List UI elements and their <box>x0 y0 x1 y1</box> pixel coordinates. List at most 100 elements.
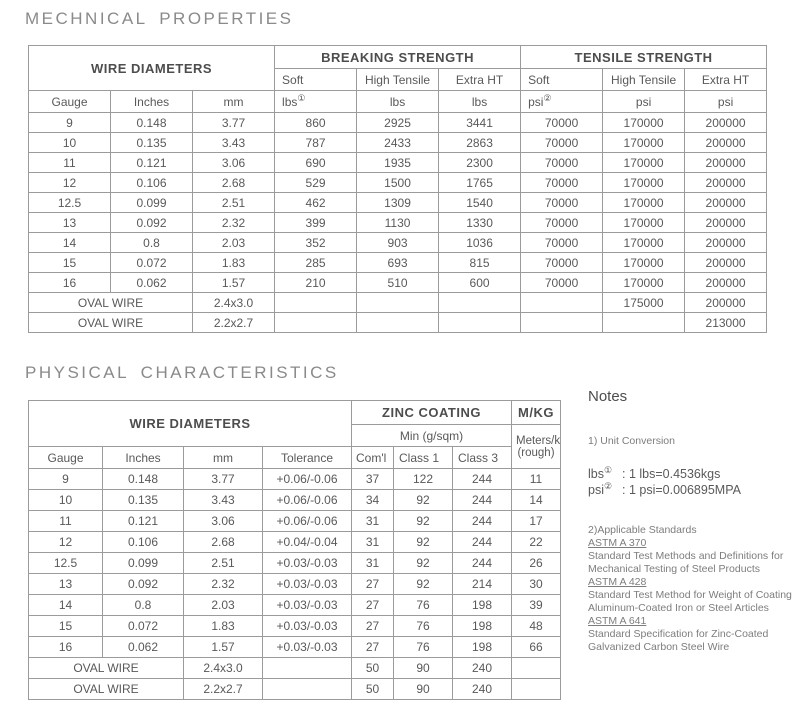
table-cell: 48 <box>511 615 561 637</box>
table-cell: 1.83 <box>191 252 276 273</box>
table-cell: +0.03/-0.03 <box>262 552 352 574</box>
table-cell: 12 <box>28 531 103 553</box>
table-cell: 0.121 <box>102 510 184 532</box>
min-gsqm-header: Min (g/sqm) <box>351 424 512 447</box>
table-cell: 1330 <box>438 212 522 233</box>
table-cell: 1765 <box>438 172 522 193</box>
table-cell: 0.148 <box>110 112 193 133</box>
table-cell: 0.121 <box>110 152 193 173</box>
standard-description: Standard Test Methods and Definitions fo… <box>588 550 784 575</box>
table-cell <box>356 292 440 313</box>
table-cell: 12 <box>28 172 111 193</box>
astm-standard-link[interactable]: ASTM A 641 <box>588 615 647 627</box>
table-cell: 170000 <box>602 232 686 253</box>
gauge-header: Gauge <box>28 446 103 469</box>
lbs-conversion-text: : 1 lbs=0.4536kgs <box>622 467 721 481</box>
table-cell: 1935 <box>356 152 440 173</box>
group-header-row: WIRE DIAMETERS BREAKING STRENGTH TENSILE… <box>27 45 768 91</box>
zinc-coating-header: ZINC COATING <box>351 400 512 425</box>
tensile-high-tensile-header: High Tensile <box>602 68 686 91</box>
table-cell <box>520 312 604 333</box>
psi-conversion: psi② : 1 psi=0.006895MPA <box>588 480 796 498</box>
table-cell: 0.092 <box>102 573 184 595</box>
astm-standard-link[interactable]: ASTM A 428 <box>588 576 647 588</box>
table-cell <box>274 292 358 313</box>
table-cell: 9 <box>28 468 103 490</box>
table-cell: 170000 <box>602 212 686 233</box>
table-cell <box>438 312 522 333</box>
table-cell: 1.83 <box>183 615 263 637</box>
physical-characteristics-title: PHYSICAL CHARACTERISTICS <box>25 363 339 382</box>
footnote-1-marker: ① <box>603 464 613 475</box>
table-cell: 1.57 <box>183 636 263 658</box>
lbs-soft-unit: lbs① <box>274 90 358 113</box>
lbs-label: lbs <box>588 467 604 481</box>
table-cell: 1130 <box>356 212 440 233</box>
table-cell: 11 <box>28 152 111 173</box>
table-cell: 214 <box>452 573 512 595</box>
footnote-2-marker: ② <box>603 480 613 491</box>
table-cell: 1.57 <box>191 272 276 293</box>
table-cell: 2.68 <box>183 531 263 553</box>
table-cell: 3.77 <box>191 112 276 133</box>
table-row: 15 0.072 1.83 285 693 815 70000 170000 200000 <box>28 252 768 273</box>
tolerance-header: Tolerance <box>262 446 352 469</box>
psi-high-tensile-unit: psi <box>602 90 686 113</box>
table-cell: 3441 <box>438 112 522 133</box>
table-cell: 244 <box>452 468 512 490</box>
breaking-high-tensile-header: High Tensile <box>356 68 440 91</box>
table-cell: 92 <box>393 489 453 511</box>
mm-header: mm <box>183 446 263 469</box>
table-cell: 2.32 <box>183 573 263 595</box>
wire-diameters-header: WIRE DIAMETERS <box>28 400 352 447</box>
table-cell: 26 <box>511 552 561 574</box>
table-cell: 198 <box>452 594 512 616</box>
table-cell: 27 <box>351 594 394 616</box>
table-cell: 2.03 <box>191 232 276 253</box>
table-cell: 122 <box>393 468 453 490</box>
table-cell: 76 <box>393 636 453 658</box>
table-cell: +0.04/-0.04 <box>262 531 352 553</box>
table-cell: 92 <box>393 573 453 595</box>
table-cell: 70000 <box>520 172 604 193</box>
table-cell: 12.5 <box>28 192 111 213</box>
mechanical-properties-title: MECHNICAL PROPERTIES <box>25 9 294 28</box>
table-cell: +0.03/-0.03 <box>262 615 352 637</box>
table-cell <box>511 657 561 679</box>
oval-wire-size: 2.4x3.0 <box>191 292 276 313</box>
table-cell: 693 <box>356 252 440 273</box>
table-cell: 198 <box>452 636 512 658</box>
table-cell: 10 <box>28 132 111 153</box>
table-cell: 70000 <box>520 252 604 273</box>
table-cell: 860 <box>274 112 358 133</box>
meters-per-kg-line2: (rough) <box>517 446 555 459</box>
table-cell: 10 <box>28 489 103 511</box>
table-cell: 244 <box>452 489 512 511</box>
table-row: 13 0.092 2.32 +0.03/-0.03 27 92 214 30 <box>28 573 561 595</box>
table-cell: 16 <box>28 272 111 293</box>
applicable-standards-title: 2)Applicable Standards <box>588 524 697 536</box>
lbs-high-tensile-unit: lbs <box>356 90 440 113</box>
table-cell: 12.5 <box>28 552 103 574</box>
table-cell: 70000 <box>520 232 604 253</box>
table-cell <box>520 292 604 313</box>
table-cell: 31 <box>351 552 394 574</box>
table-cell: 1500 <box>356 172 440 193</box>
notes-heading: Notes <box>588 388 628 405</box>
astm-standard-link[interactable]: ASTM A 370 <box>588 537 647 549</box>
psi-label: psi <box>588 483 604 497</box>
breaking-strength-header: BREAKING STRENGTH <box>274 45 522 69</box>
oval-wire-row: OVAL WIRE 2.4x3.0 175000 200000 <box>28 292 768 313</box>
table-cell: 27 <box>351 615 394 637</box>
table-cell: +0.06/-0.06 <box>262 489 352 511</box>
table-cell: 170000 <box>602 252 686 273</box>
table-cell <box>262 678 352 700</box>
physical-table-body: 9 0.148 3.77 +0.06/-0.06 37 122 244 11 10 0.135 3.… <box>28 468 561 700</box>
table-cell: 170000 <box>602 112 686 133</box>
table-cell: 213000 <box>684 312 768 333</box>
table-cell: 285 <box>274 252 358 273</box>
oval-wire-label: OVAL WIRE <box>28 678 184 700</box>
sub-header-row: Soft High Tensile Extra HT Soft High Ten… <box>29 68 768 91</box>
table-cell: 92 <box>393 531 453 553</box>
table-cell: +0.06/-0.06 <box>262 510 352 532</box>
